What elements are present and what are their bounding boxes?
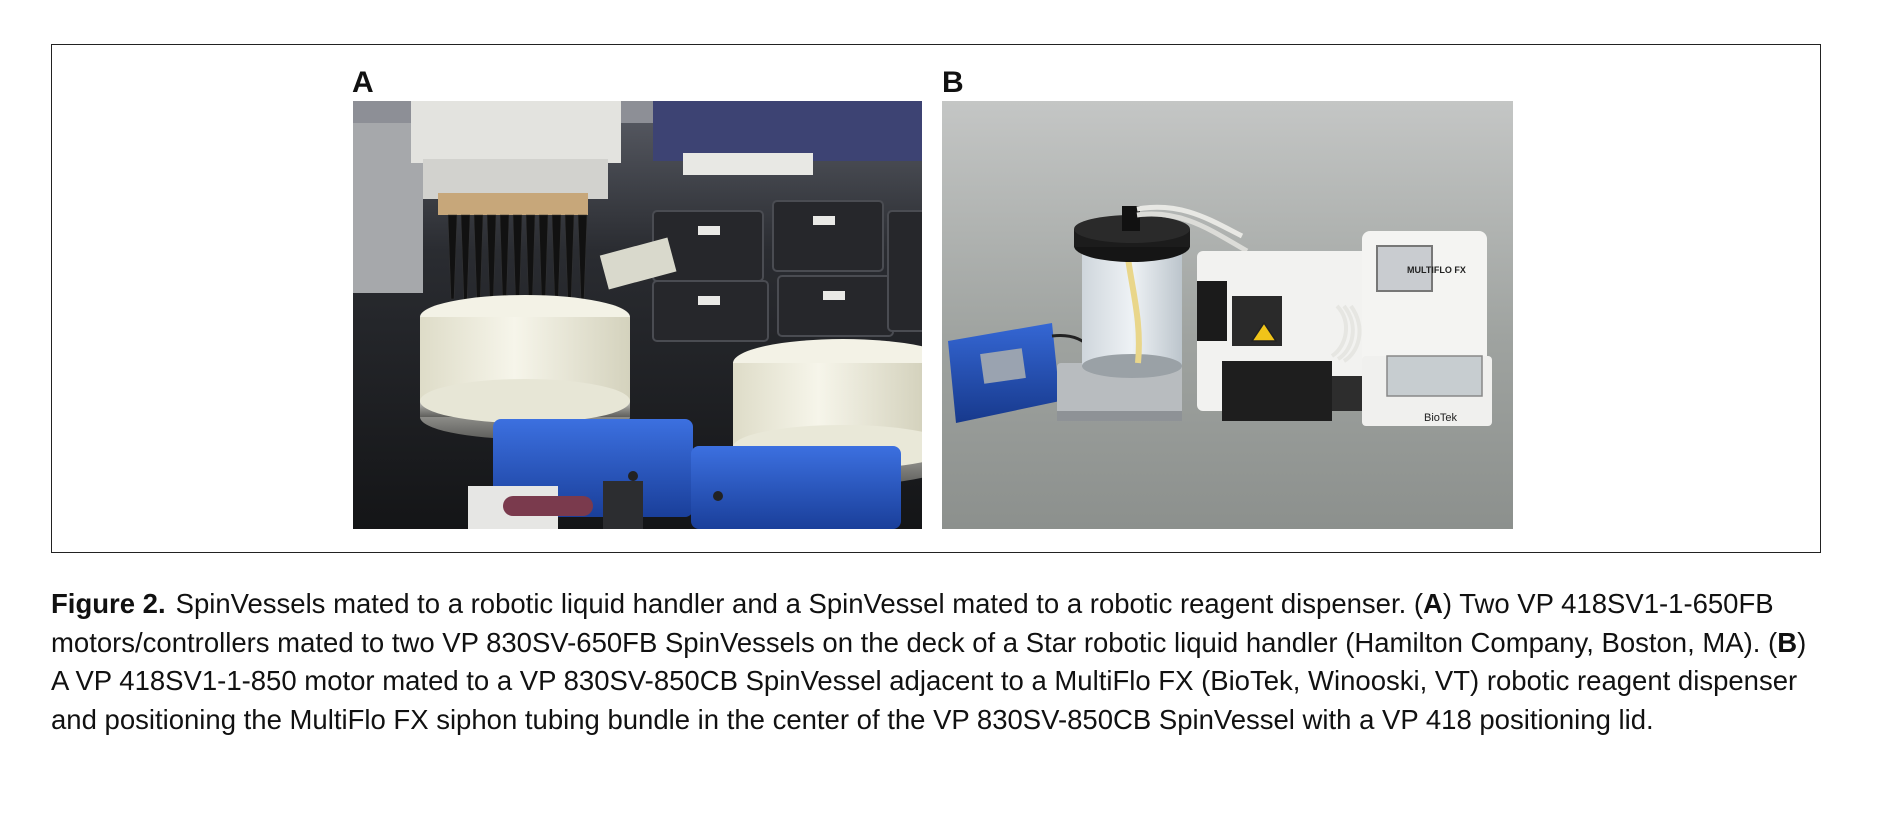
biotek-logo-text: BioTek (1424, 412, 1458, 424)
figure-label: Figure 2. (51, 588, 166, 619)
caption-text-2: ) Two VP 418SV1-1-650FB motors/controlle… (51, 588, 1778, 658)
panel-a-photo (353, 101, 922, 529)
panel-a-label: A (352, 66, 374, 99)
dispenser-brand-text: MULTIFLO FX (1407, 265, 1466, 275)
caption-ref-a: A (1423, 588, 1443, 619)
panel-b-label: B (942, 66, 964, 99)
figure-caption: Figure 2. SpinVessels mated to a robotic … (51, 585, 1821, 739)
caption-text-1: SpinVessels mated to a robotic liquid ha… (175, 588, 1424, 619)
figure-frame (51, 44, 1821, 553)
caption-text-3: ) A VP 418SV1-1-850 motor mated to a VP … (51, 626, 1807, 735)
panel-b-photo: MULTIFLO FX BioTek (942, 101, 1513, 529)
caption-ref-b: B (1777, 626, 1798, 658)
